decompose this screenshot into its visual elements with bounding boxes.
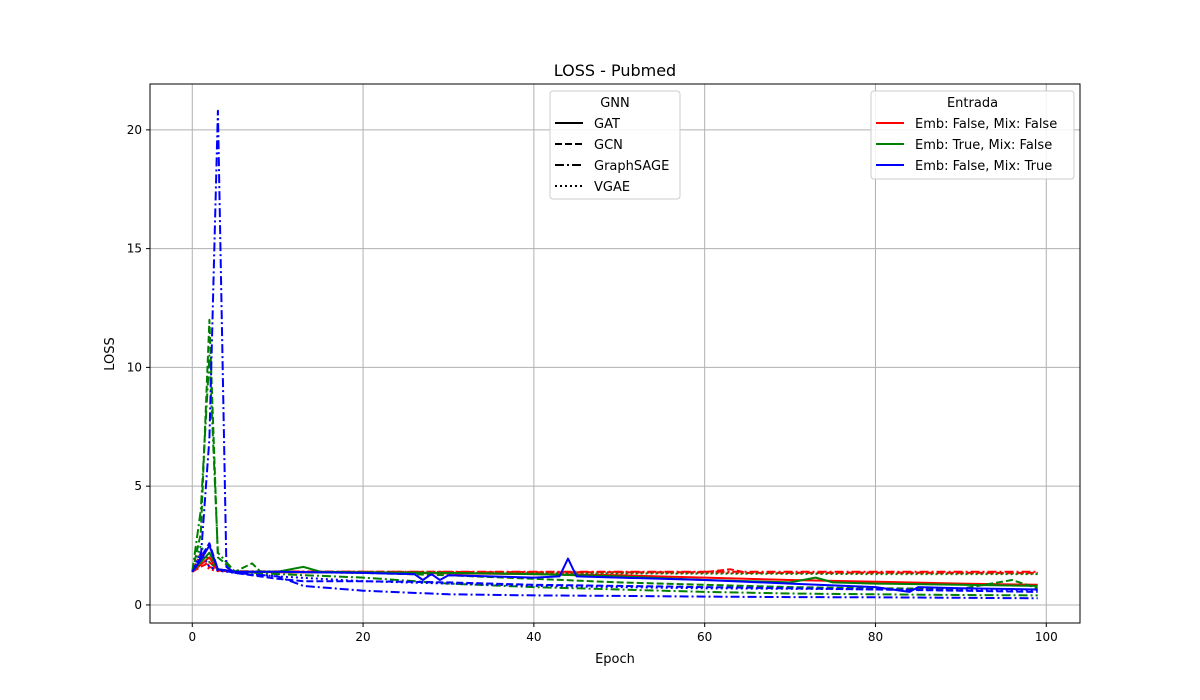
x-tick-label: 60 [697,630,712,644]
legend-entry-label: Emb: False, Mix: False [915,117,1057,132]
x-tick-label: 100 [1035,630,1058,644]
x-tick-label: 20 [355,630,370,644]
legend-entry-label: GCN [594,138,623,153]
legend-gnn-box [549,90,681,200]
y-tick-label: 10 [127,360,142,374]
legend-entrada-title: Entrada [947,96,998,111]
y-axis-label: LOSS [103,337,118,371]
series-line-graphsage-008000 [191,354,1038,597]
legend-entry-label: GraphSAGE [594,159,669,174]
legend-entry-label: VGAE [594,180,630,195]
series-line-graphsage-0000ff [191,109,1038,600]
series-line-vgae-0000ff [191,551,1038,592]
legend-entry-label: GAT [594,117,620,132]
series-line-vgae-ff0000 [191,558,1038,575]
plot-frame [149,83,1081,624]
y-tick-label: 20 [127,123,142,137]
chart-title: LOSS - Pubmed [554,61,676,80]
x-tick-label: 0 [188,630,196,644]
y-tick-label: 15 [127,242,142,256]
legend-gnn: GNN GAT GCN GraphSAGE VGAE [549,90,681,200]
series-line-gcn-0000ff [191,542,1038,593]
y-tick-label: 5 [134,479,142,493]
legend-entry-label: Emb: True, Mix: False [915,138,1052,153]
axis-ticks: 0 20 40 60 80 100 0 5 10 15 20 [127,123,1058,644]
legend-entry-label: Emb: False, Mix: True [915,159,1052,174]
x-tick-label: 40 [526,630,541,644]
legend-gnn-title: GNN [600,96,630,111]
series-lines [191,109,1039,600]
x-axis-label: Epoch [595,652,635,667]
legend-entrada-box [870,90,1075,180]
x-tick-label: 80 [868,630,883,644]
legend-entrada: Entrada Emb: False, Mix: False Emb: True, … [870,90,1075,180]
y-tick-label: 0 [134,598,142,612]
